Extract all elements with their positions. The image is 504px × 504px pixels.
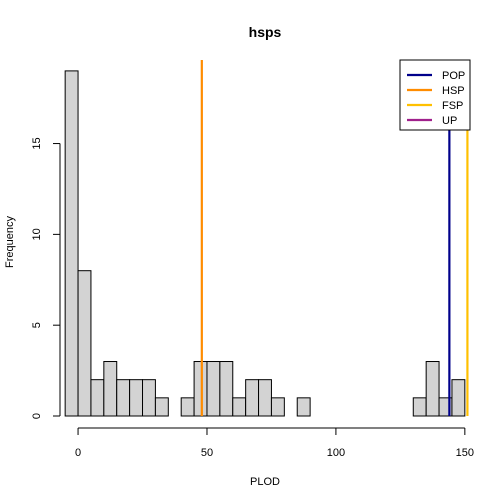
histogram-bar bbox=[451, 379, 466, 417]
legend-box bbox=[399, 59, 471, 131]
x-tick-label: 50 bbox=[201, 447, 213, 459]
x-tick-label: 100 bbox=[327, 447, 345, 459]
histogram-bar bbox=[270, 397, 285, 417]
y-tick-label: 10 bbox=[31, 228, 43, 240]
x-tick-label: 150 bbox=[456, 447, 474, 459]
histogram-bar bbox=[412, 397, 427, 417]
y-tick-label: 15 bbox=[31, 137, 43, 149]
histogram-bar bbox=[245, 379, 260, 417]
y-tick-label: 0 bbox=[31, 413, 43, 419]
histogram-bar bbox=[232, 397, 247, 417]
histogram-bar bbox=[180, 397, 195, 417]
legend-label-fsp: FSP bbox=[442, 100, 463, 112]
histogram-bar bbox=[425, 361, 440, 417]
legend-label-up: UP bbox=[442, 115, 457, 127]
histogram-bar bbox=[77, 270, 92, 417]
histogram-bar bbox=[116, 379, 131, 417]
histogram-bar bbox=[193, 361, 208, 417]
legend-label-hsp: HSP bbox=[442, 85, 465, 97]
x-axis: 0 50 100 150 bbox=[75, 427, 474, 459]
histogram-bar bbox=[296, 397, 311, 417]
histogram-bar bbox=[64, 70, 79, 417]
histogram-bar bbox=[219, 361, 234, 417]
histogram-bar bbox=[258, 379, 272, 417]
x-axis-label: PLOD bbox=[250, 476, 280, 488]
histogram-bars bbox=[64, 70, 466, 417]
x-tick-label: 0 bbox=[75, 447, 81, 459]
histogram-bar bbox=[142, 379, 156, 417]
legend-label-pop: POP bbox=[442, 70, 465, 82]
histogram-bar bbox=[103, 361, 118, 417]
y-axis: 0 5 10 15 bbox=[31, 137, 61, 419]
histogram-bar bbox=[129, 379, 144, 417]
histogram-bar bbox=[90, 379, 105, 417]
chart-title: hsps bbox=[249, 24, 282, 40]
histogram-bar bbox=[206, 361, 221, 417]
y-axis-label: Frequency bbox=[4, 216, 16, 268]
legend: POP HSP FSP UP bbox=[399, 59, 471, 131]
y-tick-label: 5 bbox=[31, 322, 43, 328]
histogram-bar bbox=[154, 397, 169, 417]
